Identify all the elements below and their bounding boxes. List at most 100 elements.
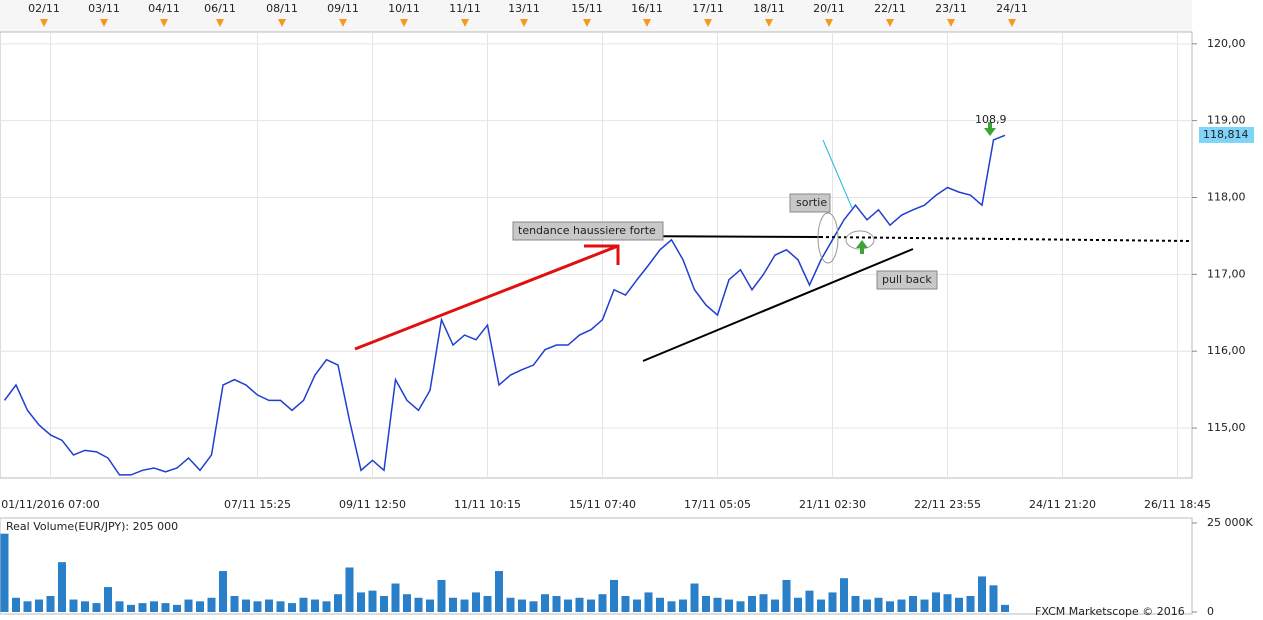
- event-date: 17/11: [692, 2, 724, 15]
- volume-bar: [966, 595, 975, 612]
- x-tick-label: 21/11 02:30: [799, 498, 866, 511]
- y-tick-label: 119,00: [1207, 114, 1246, 127]
- event-marker: [643, 19, 651, 27]
- volume-bar: [380, 595, 388, 612]
- y-tick-label: 115,00: [1207, 421, 1246, 434]
- volume-bar: [357, 592, 365, 612]
- volume-bar: [127, 604, 135, 612]
- volume-bar: [288, 603, 296, 612]
- price-line: [3, 134, 1006, 476]
- volume-bar: [713, 597, 722, 612]
- event-marker: [160, 19, 168, 27]
- volume-bar: [472, 592, 480, 612]
- volume-bar: [771, 599, 779, 612]
- volume-bar: [58, 562, 66, 612]
- volume-bar: [334, 594, 342, 612]
- y-tick-label: 25 000K: [1207, 516, 1253, 529]
- x-tick-label: 11/11 10:15: [454, 498, 521, 511]
- volume-bar: [242, 599, 250, 612]
- volume-bar: [483, 595, 492, 612]
- resistance-dotted: [819, 236, 1191, 242]
- event-marker: [40, 19, 48, 27]
- y-tick-label: 116,00: [1207, 344, 1246, 357]
- annotation-box: [876, 270, 938, 290]
- volume-bar: [725, 599, 733, 612]
- volume-bar: [495, 571, 503, 612]
- last-price-box: [1199, 126, 1254, 143]
- y-tick-label: 117,00: [1207, 267, 1246, 280]
- volume-bar: [782, 579, 791, 612]
- price-frame: [0, 31, 1193, 479]
- x-tick-label: 26/11 18:45: [1144, 498, 1211, 511]
- volume-bar: [886, 601, 894, 612]
- volume-bar: [667, 601, 676, 612]
- volume-bar: [46, 595, 55, 612]
- volume-bar: [828, 592, 837, 612]
- event-date: 13/11: [508, 2, 540, 15]
- y-tick-label: 118,00: [1207, 191, 1246, 204]
- event-date: 16/11: [631, 2, 663, 15]
- volume-bar: [621, 595, 630, 612]
- event-marker: [400, 19, 408, 27]
- annotation-box: [789, 193, 831, 213]
- arrow-head: [584, 244, 620, 265]
- volume-bar: [391, 583, 400, 612]
- volume-bar: [805, 590, 814, 612]
- event-date: 09/11: [327, 2, 359, 15]
- trend-arrow: [354, 244, 619, 351]
- volume-bar: [81, 601, 89, 612]
- x-tick-label: 01/11/2016 07:00: [1, 498, 100, 511]
- sell-arrow: [984, 122, 996, 136]
- volume-bar: [794, 597, 802, 612]
- annotation: tendance haussiere forte: [518, 224, 656, 237]
- volume-bar: [265, 599, 273, 612]
- event-strip: [0, 0, 1192, 32]
- event-marker: [100, 19, 108, 27]
- volume-bar: [276, 601, 285, 612]
- annotation-box: [512, 221, 664, 241]
- volume-bar: [943, 594, 952, 612]
- volume-bar: [12, 597, 20, 612]
- event-date: 23/11: [935, 2, 967, 15]
- volume-bar: [92, 603, 101, 612]
- volume-bar: [759, 594, 768, 612]
- support-line: [642, 248, 914, 362]
- event-marker: [461, 19, 469, 27]
- event-date: 20/11: [813, 2, 845, 15]
- annotation: 108,9: [975, 113, 1007, 126]
- volume-bar: [506, 597, 515, 612]
- volume-bar: [955, 597, 963, 612]
- volume-bar: [989, 585, 998, 612]
- event-marker: [886, 19, 894, 27]
- event-marker: [765, 19, 773, 27]
- volume-bar: [863, 599, 871, 612]
- volume-bar: [150, 601, 158, 612]
- volume-bar: [403, 594, 411, 612]
- volume-bar: [748, 595, 756, 612]
- event-date: 04/11: [148, 2, 180, 15]
- volume-bar: [564, 599, 572, 612]
- volume-bar: [437, 579, 446, 612]
- event-date: 08/11: [266, 2, 298, 15]
- event-date: 22/11: [874, 2, 906, 15]
- volume-bar: [368, 590, 377, 612]
- volume-bar: [23, 601, 32, 612]
- footer: FXCM Marketscope © 2016: [1035, 605, 1185, 618]
- volume-bar: [702, 595, 710, 612]
- volume-bar: [253, 601, 262, 612]
- event-marker: [947, 19, 955, 27]
- event-marker: [1008, 19, 1016, 27]
- event-date: 02/11: [28, 2, 60, 15]
- volume-bar: [219, 571, 227, 612]
- volume-bar: [115, 601, 124, 612]
- event-date: 11/11: [449, 2, 481, 15]
- event-marker: [339, 19, 347, 27]
- event-date: 10/11: [388, 2, 420, 15]
- x-tick-label: 24/11 21:20: [1029, 498, 1096, 511]
- volume-bar: [1001, 604, 1009, 612]
- annotation: pull back: [882, 273, 932, 286]
- last-price-label: 118,814: [1203, 128, 1249, 141]
- volume-bar: [920, 599, 929, 612]
